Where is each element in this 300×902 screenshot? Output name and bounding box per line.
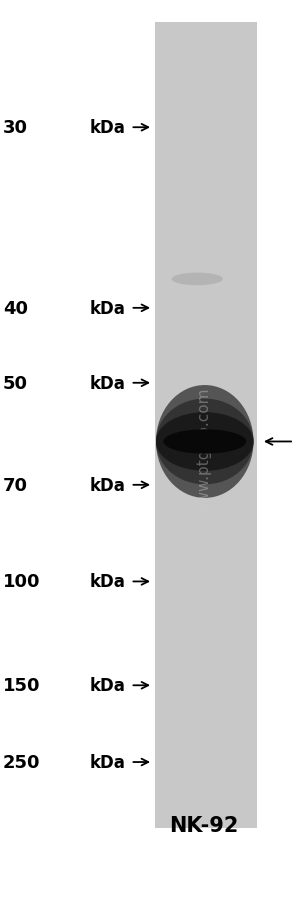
Text: 40: 40 [3,299,28,318]
Text: 30: 30 [3,119,28,137]
Text: kDa: kDa [90,374,126,392]
Text: 100: 100 [3,573,40,591]
Text: kDa: kDa [90,119,126,137]
Text: kDa: kDa [90,676,126,695]
Ellipse shape [156,399,254,484]
Text: www.ptglab.com: www.ptglab.com [196,387,211,515]
Ellipse shape [163,429,246,454]
Text: kDa: kDa [90,753,126,771]
Text: NK-92: NK-92 [169,815,239,835]
Text: kDa: kDa [90,476,126,494]
Text: kDa: kDa [90,299,126,318]
Text: 70: 70 [3,476,28,494]
Ellipse shape [172,273,223,286]
Text: 150: 150 [3,676,40,695]
Text: 50: 50 [3,374,28,392]
Text: 250: 250 [3,753,40,771]
Text: kDa: kDa [90,573,126,591]
Ellipse shape [156,386,254,498]
Bar [154,23,256,828]
Ellipse shape [156,413,254,471]
